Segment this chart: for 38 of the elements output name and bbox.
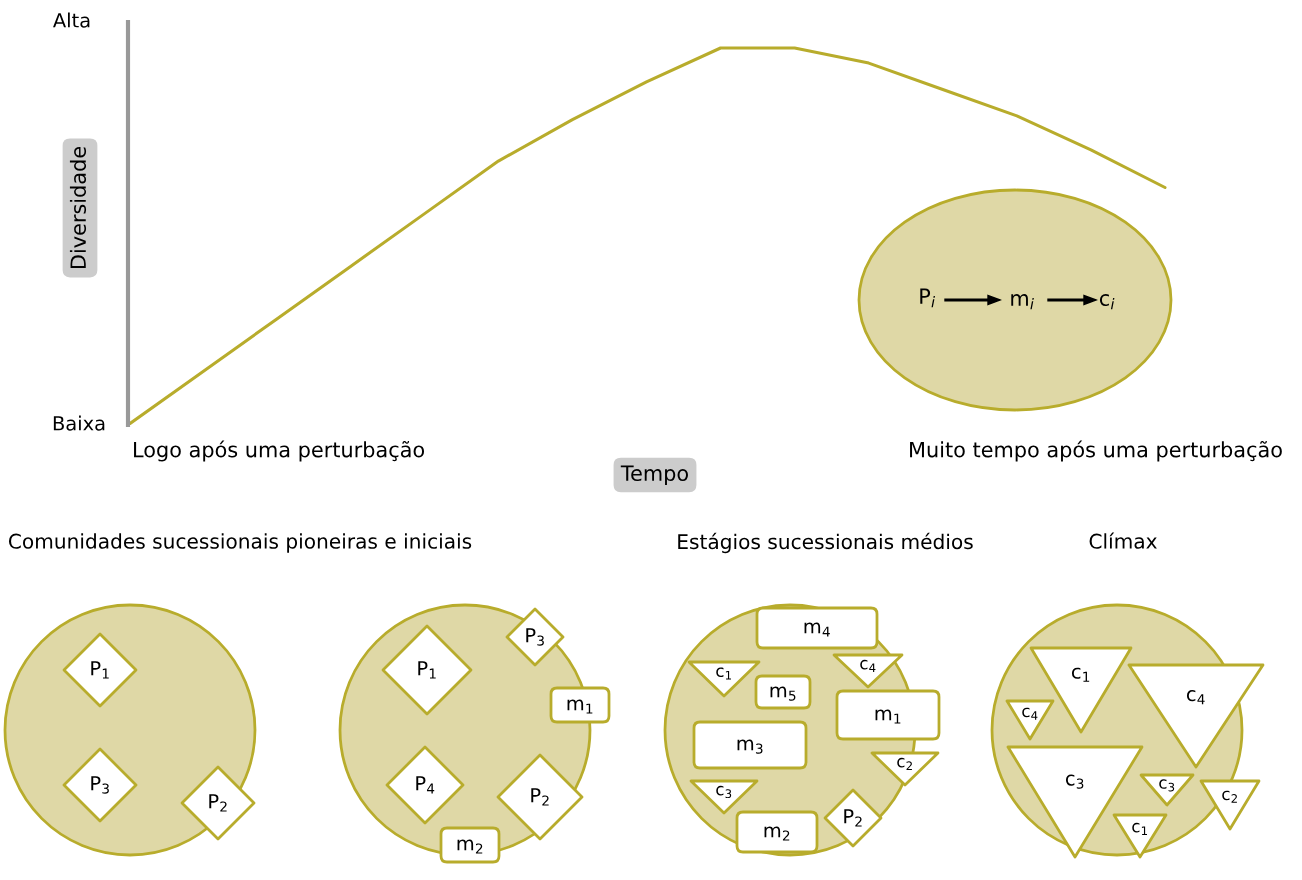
text: P$_{2}$ bbox=[844, 809, 862, 827]
text: m$_{4}$ bbox=[804, 622, 830, 637]
text: c$_{2}$ bbox=[1222, 790, 1237, 803]
text: P$_{3}$ bbox=[91, 776, 109, 794]
x-axis-title: Tempo bbox=[620, 465, 688, 486]
text: c$_{1}$ bbox=[716, 667, 731, 680]
text: c$_{1}$ bbox=[1132, 822, 1147, 835]
text: Alta bbox=[53, 12, 90, 28]
text: m$_{2}$ bbox=[457, 839, 483, 854]
text: Estágios sucessionais médios bbox=[678, 532, 973, 554]
text: P$_{2}$ bbox=[531, 788, 549, 806]
text: P$_{2}$ bbox=[209, 794, 227, 812]
text: Logo após uma perturbação bbox=[134, 440, 425, 462]
text: P$_{4}$ bbox=[416, 776, 435, 794]
annotation: m$_{i}$ bbox=[1011, 294, 1034, 310]
text: P$_{1}$ bbox=[418, 661, 436, 679]
text: c$_{3}$ bbox=[716, 785, 732, 799]
text: m$_{5}$ bbox=[770, 686, 796, 701]
text: P$_{1}$ bbox=[91, 661, 109, 679]
text: c$_{3}$ bbox=[1065, 774, 1084, 789]
text: Comunidades sucessionais pioneiras e iniciais bbox=[8, 533, 472, 553]
text: Muito tempo após uma perturbação bbox=[910, 440, 1282, 462]
y-axis-title: Diversidade bbox=[69, 147, 87, 269]
annotation: c$_{i}$ bbox=[1099, 294, 1115, 310]
text: c$_{3}$ bbox=[1159, 779, 1175, 792]
text: c$_{4}$ bbox=[1186, 690, 1205, 705]
text: c$_{2}$ bbox=[897, 757, 912, 770]
text: m$_{1}$ bbox=[875, 709, 901, 724]
text: m$_{2}$ bbox=[764, 826, 790, 841]
text: P$_{3}$ bbox=[526, 628, 544, 646]
text: c$_{4}$ bbox=[1022, 707, 1038, 720]
text: Clímax bbox=[1089, 532, 1157, 549]
text: c$_{1}$ bbox=[1071, 667, 1090, 682]
text: c$_{4}$ bbox=[860, 659, 876, 672]
text: m$_{3}$ bbox=[737, 739, 763, 754]
text: m$_{1}$ bbox=[567, 699, 593, 714]
annotation: Baixa bbox=[53, 415, 105, 431]
annotation: P$_{i}$ bbox=[920, 288, 935, 308]
